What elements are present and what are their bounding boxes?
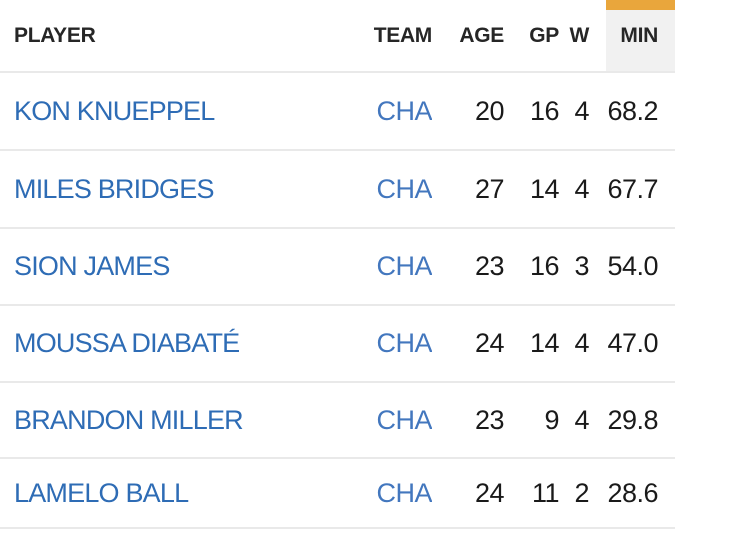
team-link[interactable]: CHA <box>376 477 432 508</box>
min-value: 68.2 <box>606 72 675 151</box>
w-value: 3 <box>559 228 606 306</box>
player-link[interactable]: SION JAMES <box>14 251 170 281</box>
min-value: 54.0 <box>606 228 675 306</box>
sort-indicator <box>606 0 675 10</box>
player-link[interactable]: KON KNUEPPEL <box>14 95 215 126</box>
team-link[interactable]: CHA <box>376 328 432 358</box>
team-link[interactable]: CHA <box>376 251 432 281</box>
gp-value: 11 <box>504 458 559 529</box>
team-link[interactable]: CHA <box>376 404 432 435</box>
gp-value: 16 <box>504 72 559 151</box>
player-link[interactable]: MOUSSA DIABATÉ <box>14 328 240 358</box>
table-row: LAMELO BALL CHA 24 11 2 28.6 <box>0 458 750 529</box>
w-value: 4 <box>559 150 606 229</box>
age-value: 23 <box>432 228 504 306</box>
player-link[interactable]: LAMELO BALL <box>14 477 189 508</box>
age-value: 24 <box>432 458 504 529</box>
player-link[interactable]: BRANDON MILLER <box>14 404 244 435</box>
min-value: 47.0 <box>606 305 675 383</box>
table-row: MILES BRIDGES CHA 27 14 4 67.7 <box>0 150 750 229</box>
min-value: 28.6 <box>606 458 675 529</box>
gp-value: 14 <box>504 305 559 383</box>
column-header-min[interactable]: MIN <box>606 0 675 73</box>
team-link[interactable]: CHA <box>376 95 432 126</box>
min-value: 67.7 <box>606 150 675 229</box>
table-row: SION JAMES CHA 23 16 3 54.0 <box>0 228 750 306</box>
gp-value: 9 <box>504 382 559 459</box>
table-row: BRANDON MILLER CHA 23 9 4 29.8 <box>0 382 750 459</box>
table-header: PLAYER TEAM AGE GP W MIN <box>0 0 750 73</box>
column-header-player[interactable]: PLAYER <box>0 0 360 73</box>
header-row: PLAYER TEAM AGE GP W MIN <box>0 0 750 73</box>
age-value: 20 <box>432 72 504 151</box>
table-row: MOUSSA DIABATÉ CHA 24 14 4 47.0 <box>0 305 750 383</box>
w-value: 2 <box>559 458 606 529</box>
player-link[interactable]: MILES BRIDGES <box>14 173 214 204</box>
gp-value: 14 <box>504 150 559 229</box>
table-body: KON KNUEPPEL CHA 20 16 4 68.2 MILES BRID… <box>0 72 750 529</box>
age-value: 27 <box>432 150 504 229</box>
age-value: 24 <box>432 305 504 383</box>
min-value: 29.8 <box>606 382 675 459</box>
w-value: 4 <box>559 382 606 459</box>
w-value: 4 <box>559 305 606 383</box>
column-header-w[interactable]: W <box>559 0 606 73</box>
column-header-age[interactable]: AGE <box>432 0 504 73</box>
table-row: KON KNUEPPEL CHA 20 16 4 68.2 <box>0 72 750 151</box>
column-header-gp[interactable]: GP <box>504 0 559 73</box>
gp-value: 16 <box>504 228 559 306</box>
age-value: 23 <box>432 382 504 459</box>
team-link[interactable]: CHA <box>376 173 432 204</box>
w-value: 4 <box>559 72 606 151</box>
column-header-min-label: MIN <box>620 23 658 47</box>
column-header-team[interactable]: TEAM <box>360 0 432 73</box>
